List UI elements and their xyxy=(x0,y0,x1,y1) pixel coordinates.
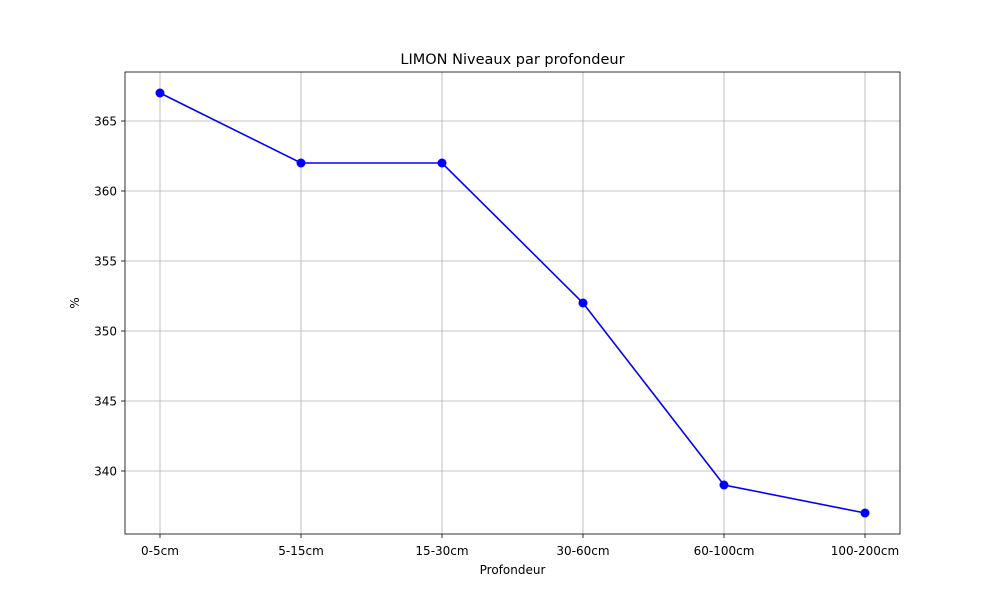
data-point xyxy=(860,508,870,518)
data-point xyxy=(155,88,165,98)
y-tick-label: 345 xyxy=(94,395,117,409)
y-tick-label: 350 xyxy=(94,325,117,339)
x-tick-label: 60-100cm xyxy=(694,544,755,558)
axis-ticks: 0-5cm 5-15cm 15-30cm 30-60cm 60-100cm 100-200… xyxy=(94,115,899,559)
x-tick-label: 30-60cm xyxy=(556,544,609,558)
x-tick-label: 0-5cm xyxy=(141,544,179,558)
chart-title: LIMON Niveaux par profondeur xyxy=(400,52,624,68)
y-tick-label: 365 xyxy=(94,115,117,129)
data-point xyxy=(437,158,447,168)
series-line xyxy=(159,92,866,514)
x-tick-label: 15-30cm xyxy=(415,544,468,558)
series xyxy=(155,88,870,518)
x-axis-label: Profondeur xyxy=(480,563,546,577)
data-point xyxy=(296,158,306,168)
y-tick-label: 355 xyxy=(94,255,117,269)
y-tick-label: 360 xyxy=(94,185,117,199)
x-tick-label: 100-200cm xyxy=(831,544,899,558)
x-tick-label: 5-15cm xyxy=(278,544,324,558)
plot-area-frame xyxy=(124,71,901,535)
y-tick-label: 340 xyxy=(94,465,117,479)
y-axis-label: % xyxy=(68,297,82,308)
data-point xyxy=(578,298,588,308)
grid xyxy=(125,72,900,534)
data-point xyxy=(719,480,729,490)
